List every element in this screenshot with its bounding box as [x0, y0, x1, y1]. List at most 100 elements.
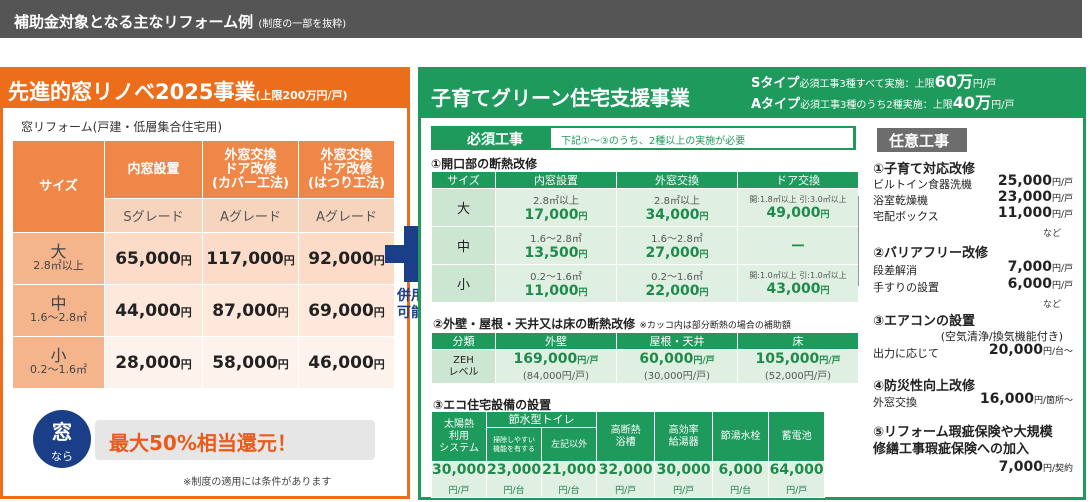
section-title: ②外壁・屋根・天井又は床の断熱改修 [433, 317, 636, 331]
value: 64,000 [769, 462, 824, 478]
window-subsidy-table: サイズ 内窓設置 外窓交換 ドア改修 (カバー工法) 外窓交換 ドア改修 (はつ… [12, 140, 395, 389]
type-unit: 円/戸 [991, 100, 1015, 111]
unit: 円 [578, 212, 588, 222]
optional-group-title: ⑤リフォーム瑕疵保険や大規模 修繕工事瑕疵保険への加入 [873, 425, 1053, 457]
value: 69,000 [308, 300, 374, 321]
panel-title-note: (上限200万円/戸) [255, 89, 348, 102]
value-cell: 64,000 円/戸 [768, 461, 826, 498]
unit: 円/戸 [819, 356, 841, 366]
type-label: Sタイプ [751, 76, 800, 91]
partial-value: (30,000円/戸) [643, 371, 711, 382]
required-desc: 下記①～③のうち、2種以上の実施が必要 [551, 128, 853, 148]
unit: 円 [820, 286, 830, 296]
type-unit: 円/戸 [972, 79, 997, 90]
size-cell: 中 1.6～2.8㎡ [12, 284, 105, 337]
header-title: 補助金対象となる主なリフォーム例 [14, 13, 254, 31]
unit: 円 [699, 288, 709, 298]
item-unit: 円/戸 [1051, 194, 1073, 204]
value: 87,000 [212, 300, 278, 321]
col-header: 屋根・天井 [616, 332, 738, 350]
sub-header: 左記以外 [541, 427, 598, 462]
size-label: 大 [50, 241, 67, 261]
item-price: 23,000 [997, 189, 1052, 205]
envelope-insulation-table: 分類 外壁 屋根・天井 床 ZEH レベル 169,000円/戸 (84,000円… [431, 332, 859, 384]
optional-item: 段差解消 7,000円/戸 [873, 259, 1073, 278]
value: 23,000 [487, 462, 542, 478]
unit: 円 [180, 357, 192, 371]
col-header: サイズ [431, 171, 496, 189]
value: 105,000 [755, 351, 820, 367]
section-note: ※カッコ内は部分断熱の場合の補助額 [639, 321, 791, 331]
size-range: 1.6～2.8㎡ [30, 310, 87, 324]
value-cell: 105,000円/戸 (52,000円/戸) [737, 349, 859, 384]
unit: 円/戸 [693, 356, 715, 366]
value-cell: 46,000円 [298, 336, 395, 389]
window-badge: 窓なら [33, 410, 91, 468]
unit: 円 [283, 253, 295, 267]
value-cell: 21,000 円/台 [541, 461, 598, 498]
etc-label: など [1043, 229, 1062, 239]
optional-note: (空気清浄/換気機能付き) [940, 330, 1063, 343]
value: 27,000 [645, 245, 700, 261]
value: 44,000 [115, 300, 181, 321]
col-header: 内窓設置 [104, 140, 203, 199]
unit: 円/台 [730, 486, 752, 496]
item-name: 手すりの設置 [873, 281, 939, 294]
item-name: 出力に応じて [873, 347, 939, 360]
type-amount: 40万 [952, 93, 992, 112]
value-cell: 2.8㎡以上 17,000円 [495, 188, 617, 227]
item-price: 6,000 [1007, 276, 1052, 292]
grade-label: Aグレード [298, 198, 395, 233]
value: 49,000 [766, 205, 821, 221]
header-bar: 補助金対象となる主なリフォーム例 (制度の一部を抜粋) [0, 0, 1082, 38]
zeh-label: ZEH レベル [431, 349, 496, 384]
col-header: 蓄電池 [768, 411, 826, 462]
size-spec: 0.2～1.6㎡ [530, 272, 582, 283]
unit: 円 [373, 357, 385, 371]
size-label: 小 [50, 345, 67, 365]
col-header: 外窓交換 [616, 171, 738, 189]
panel-title-text: 先進的窓リノベ2025事業 [8, 80, 256, 104]
value-cell: 6,000 円/台 [712, 461, 770, 498]
value: 30,000 [656, 462, 711, 478]
footnote: ※制度の適用には条件があります [183, 477, 332, 488]
value-cell: 92,000円 [298, 232, 395, 285]
item-name: 段差解消 [873, 264, 917, 277]
required-label: 必須工事 [467, 132, 523, 148]
value-cell: 117,000円 [202, 232, 299, 285]
section-heading: ③エコ住宅設備の設置 [433, 398, 552, 412]
value: 34,000 [645, 207, 700, 223]
item-name: 宅配ボックス [873, 210, 939, 223]
item-name: ビルトイン食器洗機 [873, 178, 972, 191]
col-header: ドア交換 [737, 171, 859, 189]
item-price: 16,000 [979, 391, 1034, 407]
item-name: 浴室乾燥機 [873, 194, 928, 207]
partial-value: (52,000円/戸) [764, 371, 832, 382]
value: 117,000 [206, 248, 284, 269]
value-cell: 23,000 円/台 [486, 461, 543, 498]
unit: 円 [699, 212, 709, 222]
type-amount: 60万 [934, 72, 973, 91]
unit: 円 [578, 288, 588, 298]
item-name: 外窓交換 [873, 396, 917, 409]
size-cell: 大 2.8㎡以上 [12, 232, 105, 285]
unit: 円 [180, 253, 192, 267]
size-spec: 1.6～2.8㎡ [651, 234, 703, 245]
size-spec: 2.8㎡以上 [533, 196, 579, 207]
value-cell: 1.6～2.8㎡ 13,500円 [495, 226, 617, 265]
section-heading: ①開口部の断熱改修 [431, 157, 538, 171]
panel-title-text: 子育てグリーン住宅支援事業 [431, 86, 690, 110]
unit: 円 [373, 253, 385, 267]
item-unit: 円/契約 [1042, 464, 1073, 474]
optional-item: 外窓交換 16,000円/箇所～ [873, 391, 1073, 410]
unit: 円/戸 [786, 486, 808, 496]
col-header: 太陽熱 利用 システム [430, 411, 488, 462]
value: 6,000 [718, 462, 763, 478]
type-label: Aタイプ [751, 97, 801, 112]
item-price: 7,000 [1007, 259, 1052, 275]
value: 11,000 [524, 283, 579, 299]
badge-main: 窓 [52, 420, 72, 444]
value-cell: 87,000円 [202, 284, 299, 337]
panel-title: 先進的窓リノベ2025事業(上限200万円/戸) [3, 70, 407, 108]
value: 60,000 [639, 351, 694, 367]
